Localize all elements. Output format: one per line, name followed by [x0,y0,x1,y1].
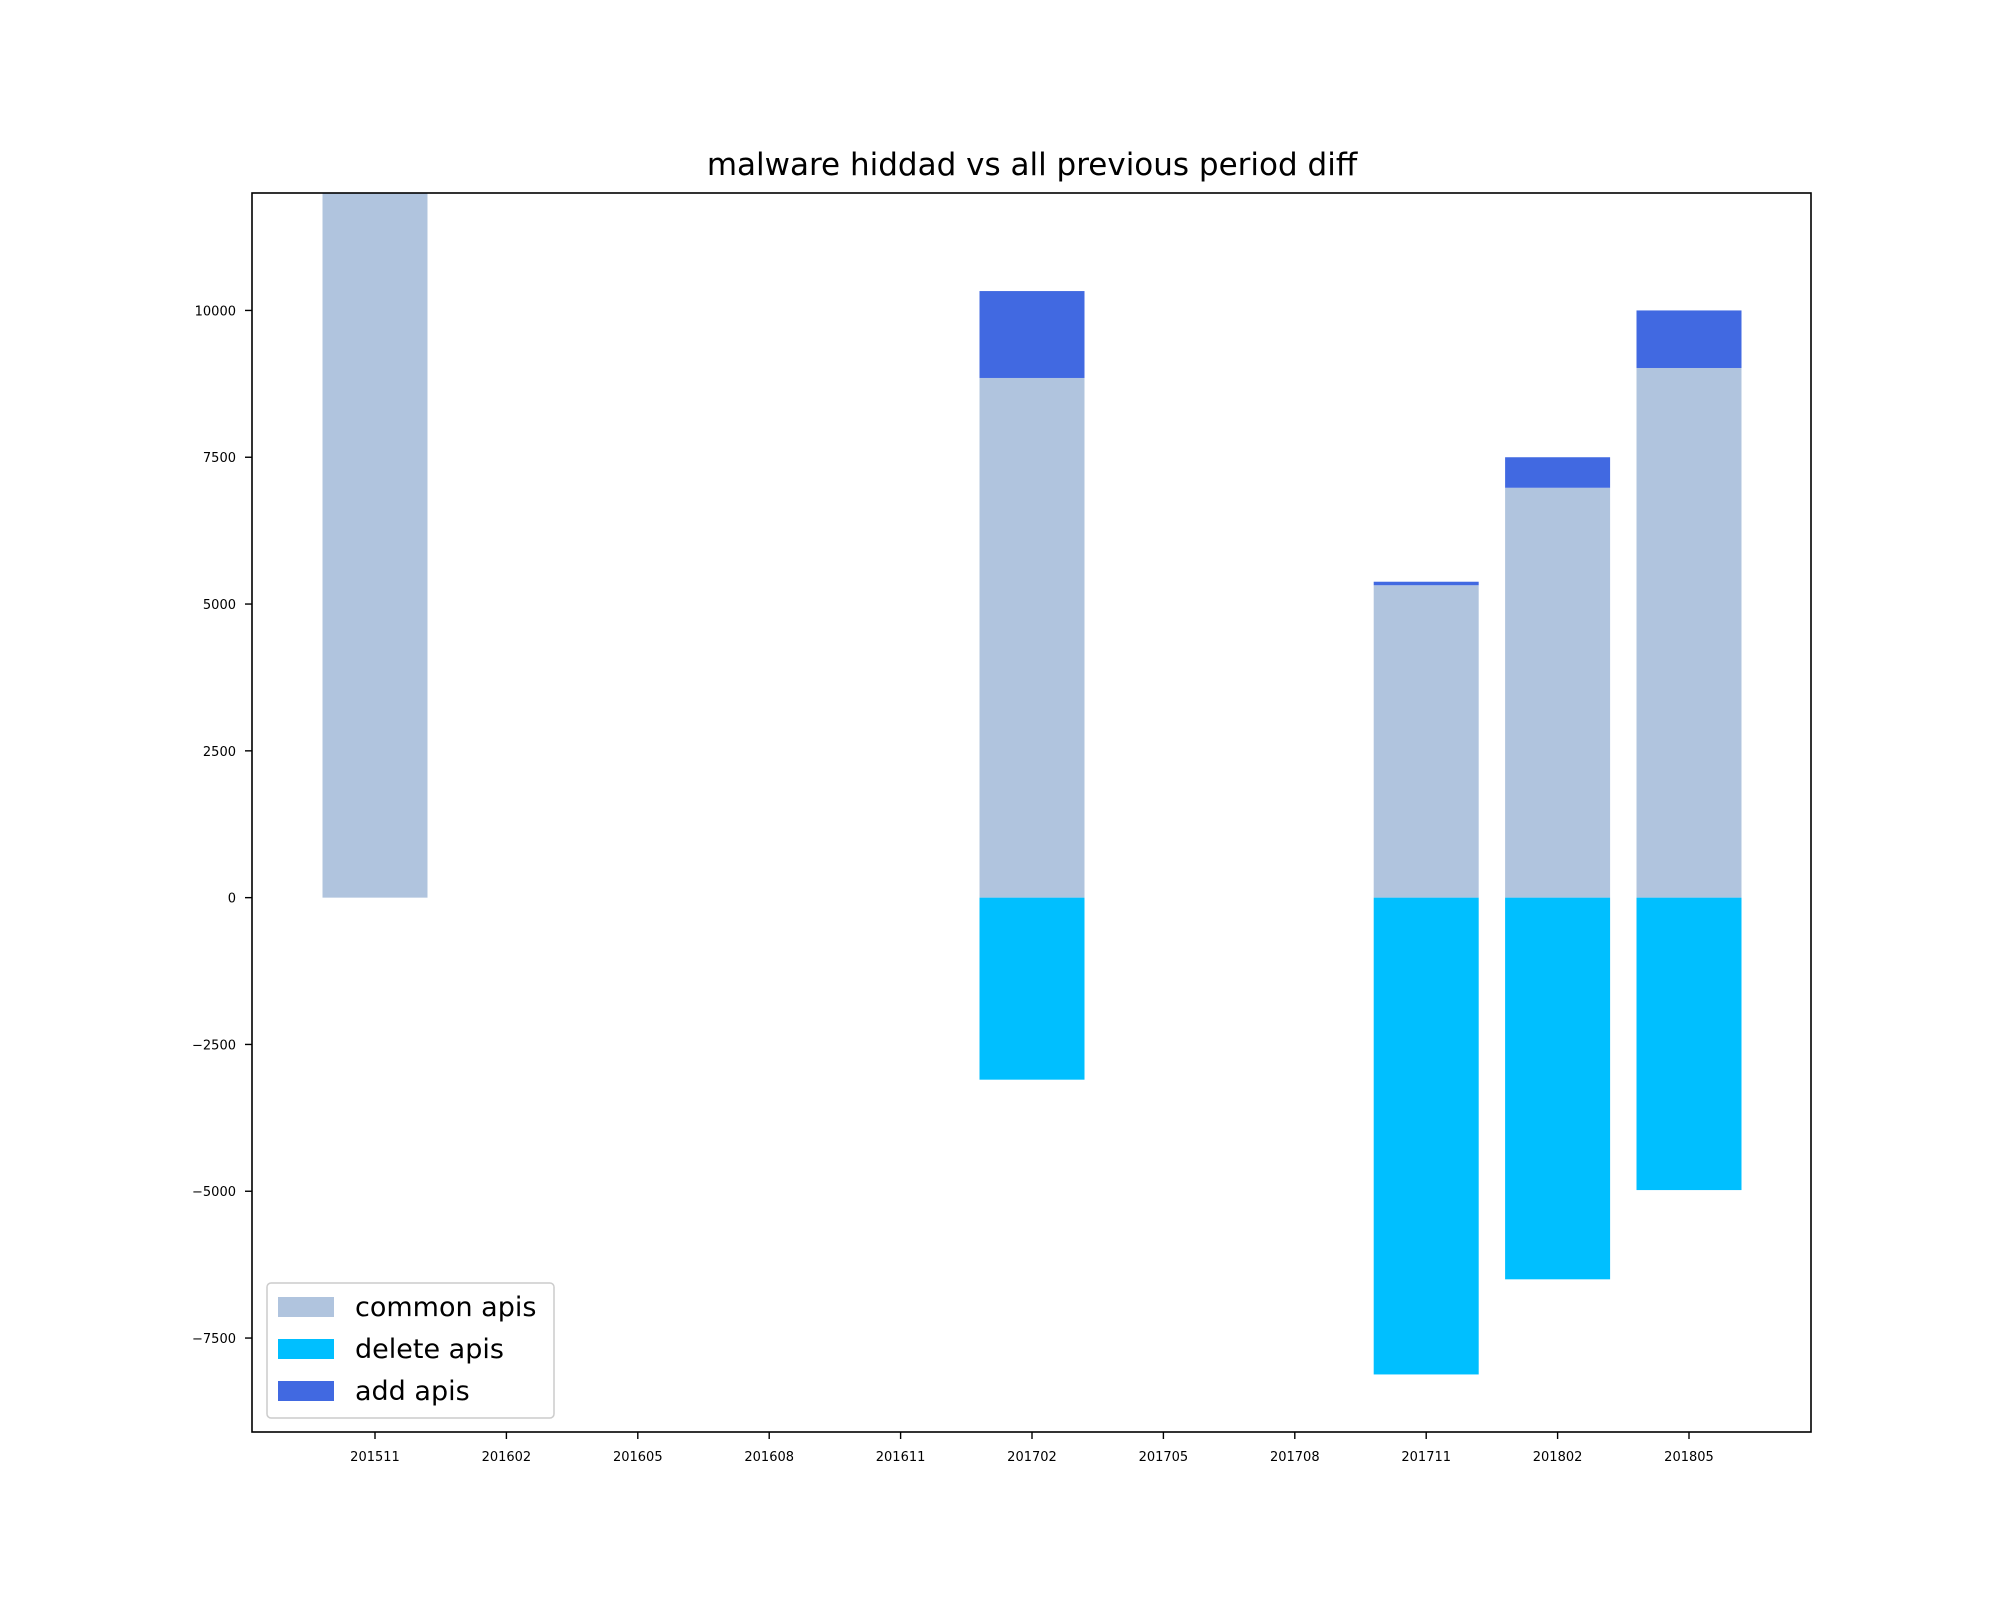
bar-common-apis [322,193,428,898]
legend: common apis delete apis add apis [266,1282,555,1419]
x-tick-label: 201605 [613,1450,663,1465]
bar-add-apis [1505,457,1611,488]
bar-add-apis [979,291,1085,378]
x-tick-label: 201702 [1007,1450,1057,1465]
bar-delete-apis [1505,897,1611,1280]
legend-label: add apis [355,1376,470,1407]
legend-swatch [278,1297,334,1317]
y-tick-label: −5000 [192,1185,236,1200]
legend-box [266,1282,555,1419]
x-tick-label: 201511 [350,1450,400,1465]
x-tick-label: 201611 [876,1450,926,1465]
x-tick-label: 201802 [1533,1450,1583,1465]
y-tick-label: 5000 [203,598,236,613]
y-tick-label: 7500 [203,451,236,466]
bar-delete-apis [979,897,1085,1080]
y-tick-label: 2500 [203,745,236,760]
legend-label: delete apis [355,1334,504,1365]
bar-common-apis [1505,487,1611,898]
y-tick-label: 0 [228,892,236,907]
bar-add-apis [1636,310,1742,368]
y-tick-label: −7500 [192,1332,236,1347]
bar-common-apis [979,377,1085,898]
legend-swatch [278,1381,334,1401]
x-tick-label: 201711 [1401,1450,1451,1465]
bars-layer [322,193,1742,1375]
x-tick-label: 201705 [1139,1450,1189,1465]
bar-delete-apis [1636,897,1742,1191]
y-tick-label: −2500 [192,1038,236,1053]
x-tick-label: 201602 [482,1450,532,1465]
axes-layer: −7500 −5000 −2500 0 2500 5000 7500 10000 201511 2… [192,192,1812,1465]
bar-common-apis [1373,585,1479,898]
chart-title: malware hiddad vs all previous period di… [707,147,1358,183]
bar-delete-apis [1373,897,1479,1375]
bar-common-apis [1636,367,1742,898]
bar-add-apis [1373,581,1479,586]
legend-swatch [278,1339,334,1359]
legend-label: common apis [355,1292,536,1323]
x-tick-label: 201708 [1270,1450,1320,1465]
y-tick-label: 10000 [195,304,236,319]
x-tick-label: 201805 [1664,1450,1714,1465]
x-tick-label: 201608 [744,1450,794,1465]
